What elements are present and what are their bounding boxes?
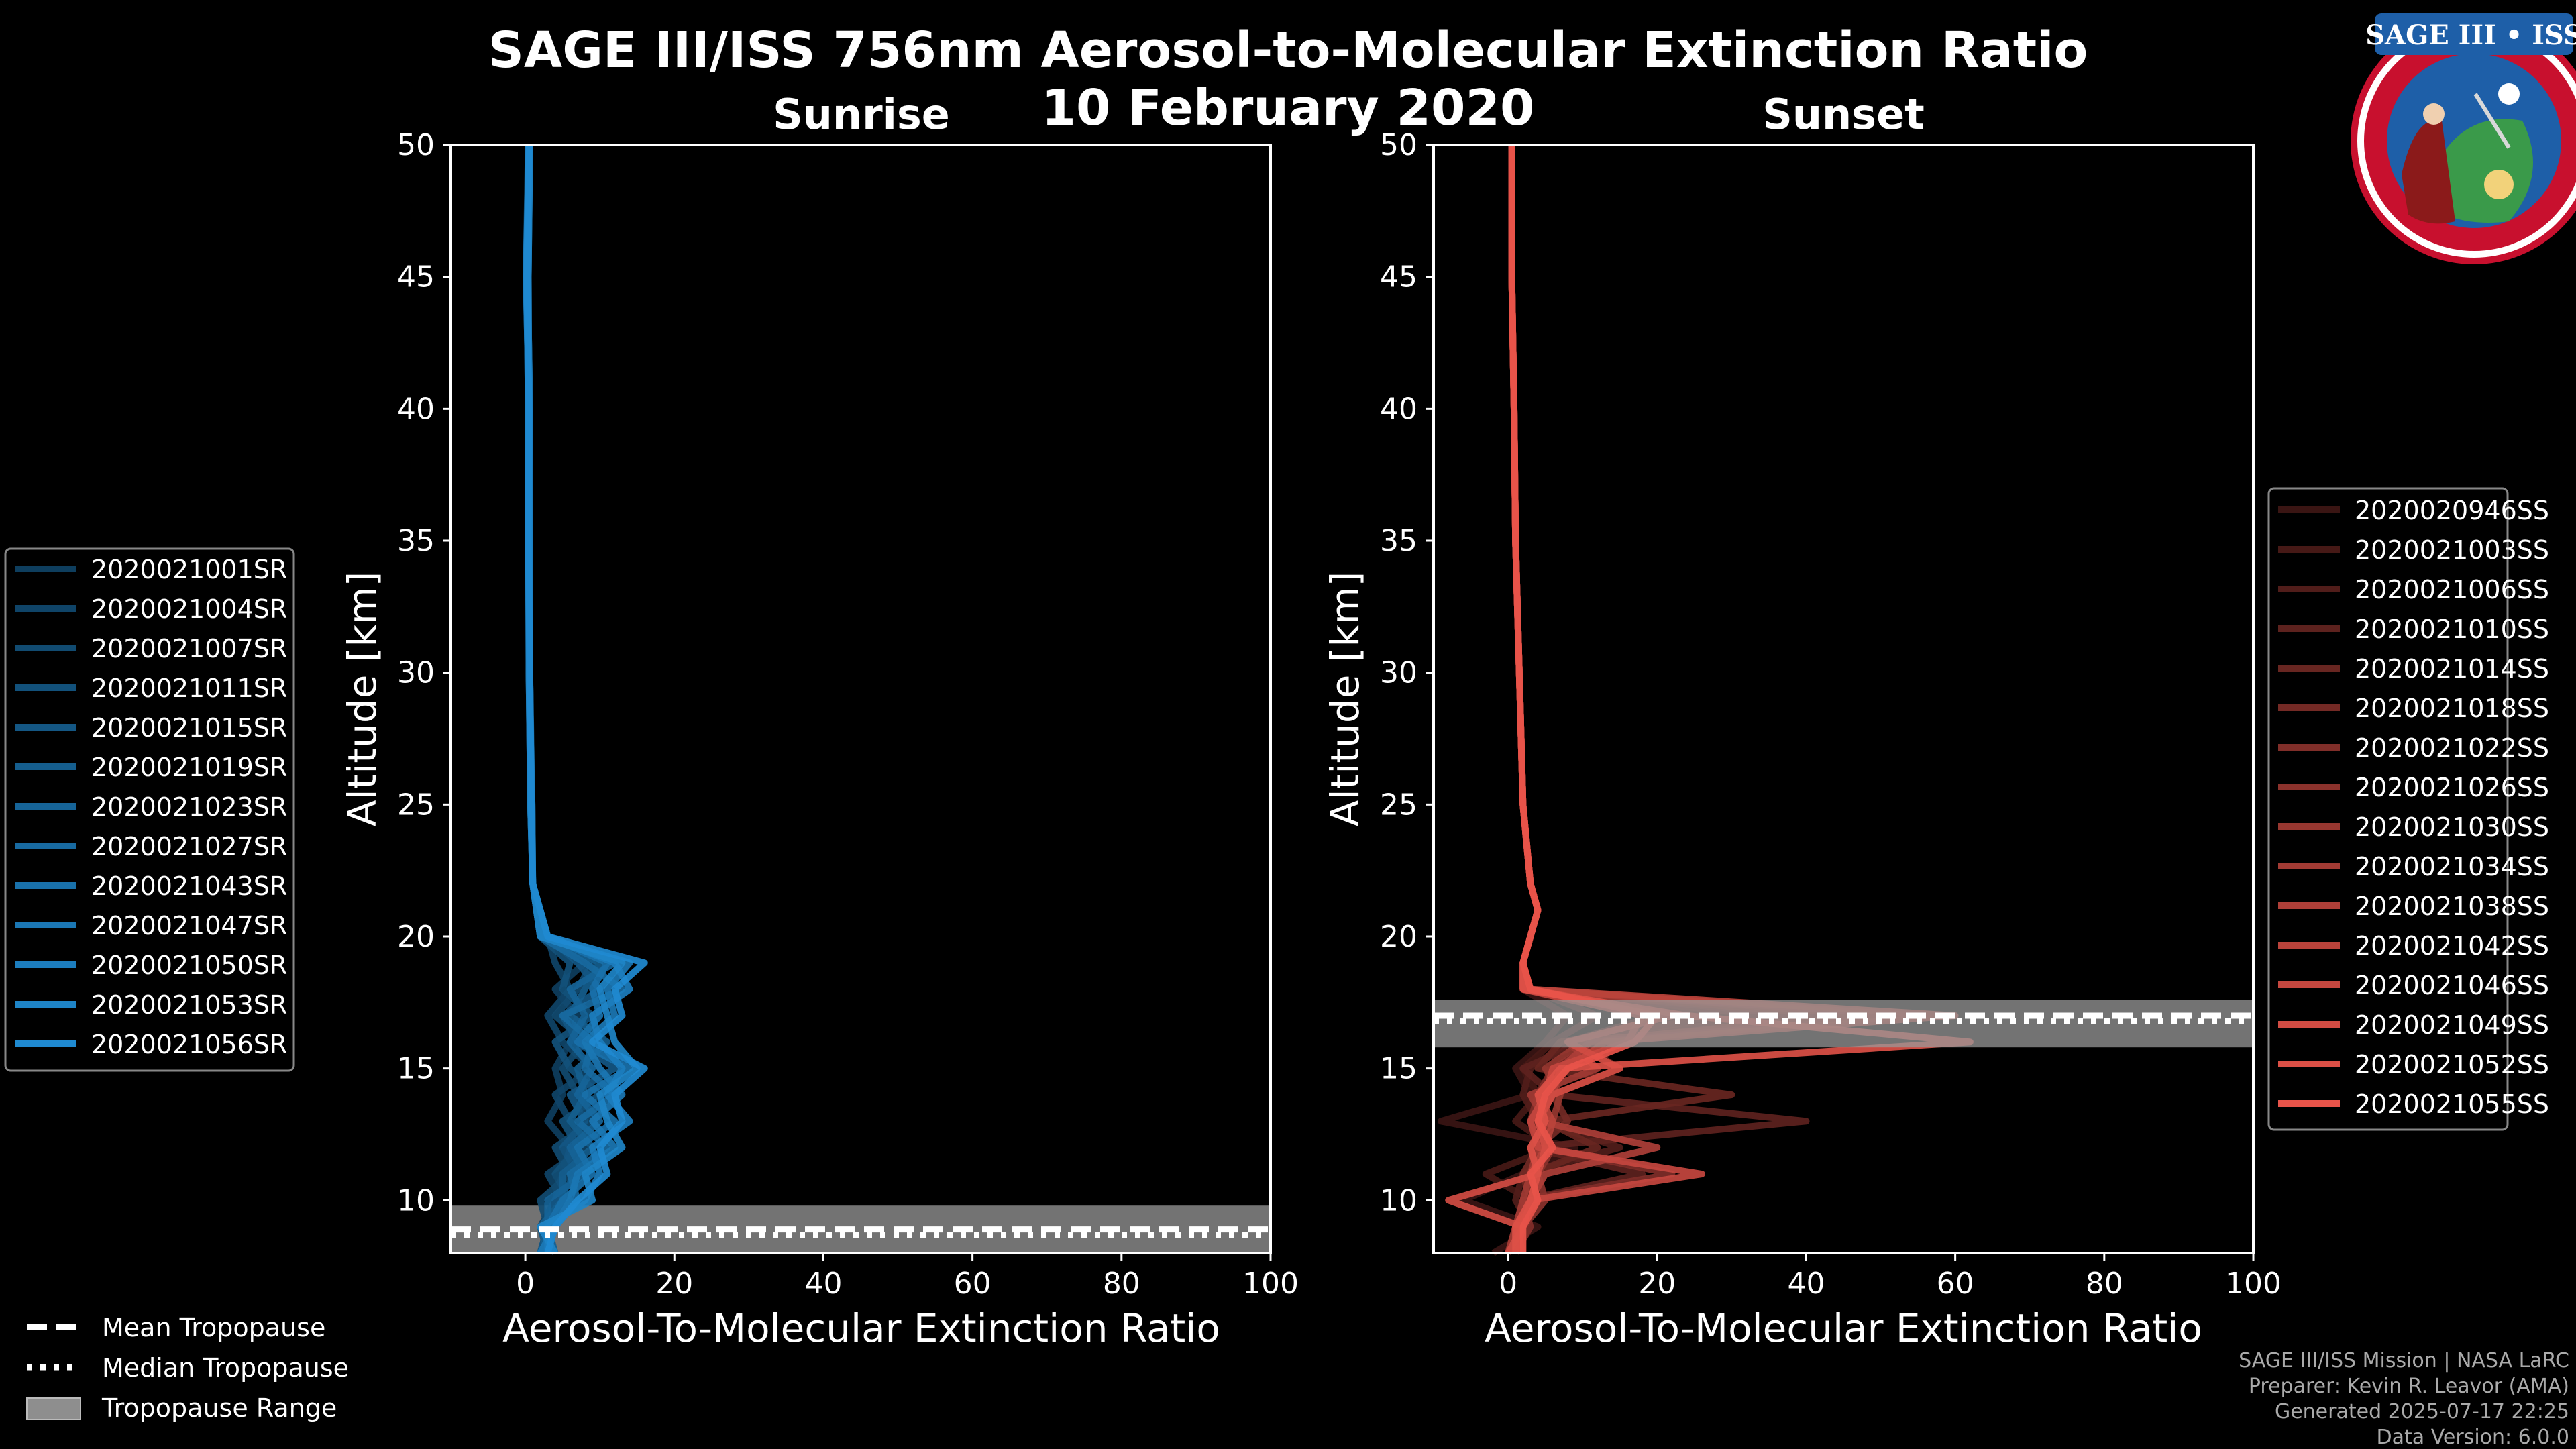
sunset-y-tick-label: 10 xyxy=(1380,1183,1417,1218)
logo-title: SAGE III • ISS xyxy=(2365,19,2576,51)
sunrise-y-tick-label: 45 xyxy=(397,260,435,294)
sunset-x-axis-label: Aerosol-To-Molecular Extinction Ratio xyxy=(1485,1305,2202,1351)
sunset-legend-label: 2020021049SS xyxy=(2355,1010,2549,1040)
sunrise-series-line xyxy=(523,144,648,1254)
sunset-x-tick-label: 0 xyxy=(1499,1267,1517,1301)
sunrise-x-tick-label: 60 xyxy=(954,1267,991,1301)
sunrise-y-axis-label: Altitude [km] xyxy=(339,572,385,826)
sunrise-legend-label: 2020021011SR xyxy=(91,674,287,703)
sunrise-legend-label: 2020021023SR xyxy=(91,792,287,822)
sunset-y-tick-label: 45 xyxy=(1380,260,1417,294)
footer-preparer: Preparer: Kevin R. Leavor (AMA) xyxy=(2249,1375,2569,1398)
sunrise-legend: 2020021001SR 2020021004SR 2020021007SR 2020… xyxy=(4,547,295,1072)
sunrise-legend-label: 2020021043SR xyxy=(91,871,287,901)
sunset-legend-label: 2020021014SS xyxy=(2355,654,2549,684)
tropopause-range-swatch xyxy=(26,1397,81,1420)
sunset-y-tick-label: 50 xyxy=(1380,128,1417,162)
sunset-legend-label: 2020021006SS xyxy=(2355,575,2549,604)
footer-data-version: Data Version: 6.0.0 xyxy=(2377,1426,2569,1449)
sunset-legend-label: 2020021042SS xyxy=(2355,931,2549,961)
sunset-y-tick-label: 20 xyxy=(1380,920,1417,954)
sunset-plot: 0 20 40 60 80 100 10 15 20 25 30 35 40 45 50 Aerosol-T… xyxy=(1322,128,2282,1351)
sunrise-x-tick-label: 40 xyxy=(804,1267,842,1301)
sunrise-y-tick-label: 35 xyxy=(397,524,435,558)
sunrise-legend-label: 2020021056SR xyxy=(91,1030,287,1059)
sunset-legend: 2020020946SS 2020021003SS 2020021006SS 2020… xyxy=(2267,487,2549,1131)
sunset-legend-label: 2020021034SS xyxy=(2355,852,2549,881)
tropopause-legend: Mean Tropopause Median Tropopause Tropop… xyxy=(26,1313,349,1423)
sunset-y-tick-label: 25 xyxy=(1380,788,1417,822)
logo-title-plate xyxy=(2375,13,2573,55)
sunrise-axes-frame xyxy=(449,144,1272,1254)
sunrise-legend-label: 2020021004SR xyxy=(91,594,287,624)
tropopause-range-label: Tropopause Range xyxy=(101,1393,337,1423)
sunrise-x-tick-label: 20 xyxy=(655,1267,693,1301)
sunrise-legend-label: 2020021027SR xyxy=(91,832,287,861)
sunset-legend-label: 2020021018SS xyxy=(2355,694,2549,723)
logo-figure-robe xyxy=(2402,120,2455,224)
sunset-legend-label: 2020021010SS xyxy=(2355,614,2549,644)
logo-figure-head xyxy=(2423,103,2445,125)
sunrise-y-tick-label: 50 xyxy=(397,128,435,162)
sunrise-legend-label: 2020021053SR xyxy=(91,990,287,1020)
mean-tropopause-label: Mean Tropopause xyxy=(102,1313,325,1342)
sunset-legend-label: 2020021022SS xyxy=(2355,733,2549,763)
sunrise-x-tick-label: 0 xyxy=(516,1267,535,1301)
sunrise-y-tick-label: 30 xyxy=(397,656,435,690)
sunrise-y-tick-label: 40 xyxy=(397,392,435,426)
sunrise-y-tick-label: 10 xyxy=(397,1183,435,1218)
sunrise-y-tick-label: 20 xyxy=(397,920,435,954)
sunset-legend-label: 2020021026SS xyxy=(2355,773,2549,802)
sunset-y-tick-label: 15 xyxy=(1380,1052,1417,1086)
sunrise-plot: 0 20 40 60 80 100 10 15 20 25 30 35 40 45 50 Aerosol-T… xyxy=(339,128,1299,1351)
footer-credits: SAGE III/ISS Mission | NASA LaRC Prepare… xyxy=(2239,1349,2569,1449)
sunset-series-line xyxy=(1508,145,1661,1253)
sunrise-legend-label: 2020021001SR xyxy=(91,555,287,584)
logo-station xyxy=(2473,93,2511,149)
sunrise-legend-label: 2020021015SR xyxy=(91,713,287,743)
sunrise-y-tick-label: 25 xyxy=(397,788,435,822)
median-tropopause-label: Median Tropopause xyxy=(102,1353,349,1383)
sunset-legend-label: 2020021030SS xyxy=(2355,812,2549,842)
sunset-legend-frame xyxy=(2267,487,2509,1131)
sunset-x-tick-label: 100 xyxy=(2225,1267,2282,1301)
sunset-y-tick-label: 40 xyxy=(1380,392,1417,426)
sunset-y-tick-label: 35 xyxy=(1380,524,1417,558)
sunset-x-tick-label: 40 xyxy=(1787,1267,1825,1301)
sunrise-legend-frame xyxy=(4,547,295,1072)
figure-title: SAGE III/ISS 756nm Aerosol-to-Molecular … xyxy=(488,21,2088,79)
logo-moon xyxy=(2498,83,2520,105)
sunset-y-tick-label: 30 xyxy=(1380,656,1417,690)
sunset-legend-label: 2020021003SS xyxy=(2355,535,2549,565)
logo-sun xyxy=(2484,170,2514,199)
sunset-panel-title: Sunset xyxy=(1762,90,1925,139)
sunrise-x-axis-label: Aerosol-To-Molecular Extinction Ratio xyxy=(502,1305,1220,1351)
sunrise-legend-label: 2020021007SR xyxy=(91,634,287,663)
sage-iii-iss-logo: SAGE III • ISS xyxy=(2351,13,2576,264)
sunset-legend-label: 2020020946SS xyxy=(2355,496,2549,525)
sunrise-x-tick-label: 100 xyxy=(1242,1267,1299,1301)
sunset-y-axis-label: Altitude [km] xyxy=(1322,572,1368,826)
footer-mission: SAGE III/ISS Mission | NASA LaRC xyxy=(2239,1349,2569,1373)
sunrise-legend-label: 2020021019SR xyxy=(91,753,287,782)
sunset-legend-label: 2020021055SS xyxy=(2355,1089,2549,1119)
sunset-x-tick-label: 20 xyxy=(1638,1267,1676,1301)
sunrise-y-tick-label: 15 xyxy=(397,1052,435,1086)
sunset-axes-frame xyxy=(1432,144,2255,1254)
sunrise-x-tick-label: 80 xyxy=(1103,1267,1140,1301)
sunset-legend-label: 2020021052SS xyxy=(2355,1050,2549,1079)
sunrise-legend-label: 2020021047SR xyxy=(91,911,287,941)
sunrise-legend-label: 2020021050SR xyxy=(91,951,287,980)
figure-date: 10 February 2020 xyxy=(1041,79,1534,137)
footer-generated: Generated 2025-07-17 22:25 xyxy=(2275,1400,2569,1424)
sunset-legend-label: 2020021038SS xyxy=(2355,892,2549,921)
sunrise-panel-title: Sunrise xyxy=(773,90,950,139)
sunset-x-tick-label: 60 xyxy=(1937,1267,1974,1301)
sunset-legend-label: 2020021046SS xyxy=(2355,971,2549,1000)
sunset-x-tick-label: 80 xyxy=(2086,1267,2123,1301)
